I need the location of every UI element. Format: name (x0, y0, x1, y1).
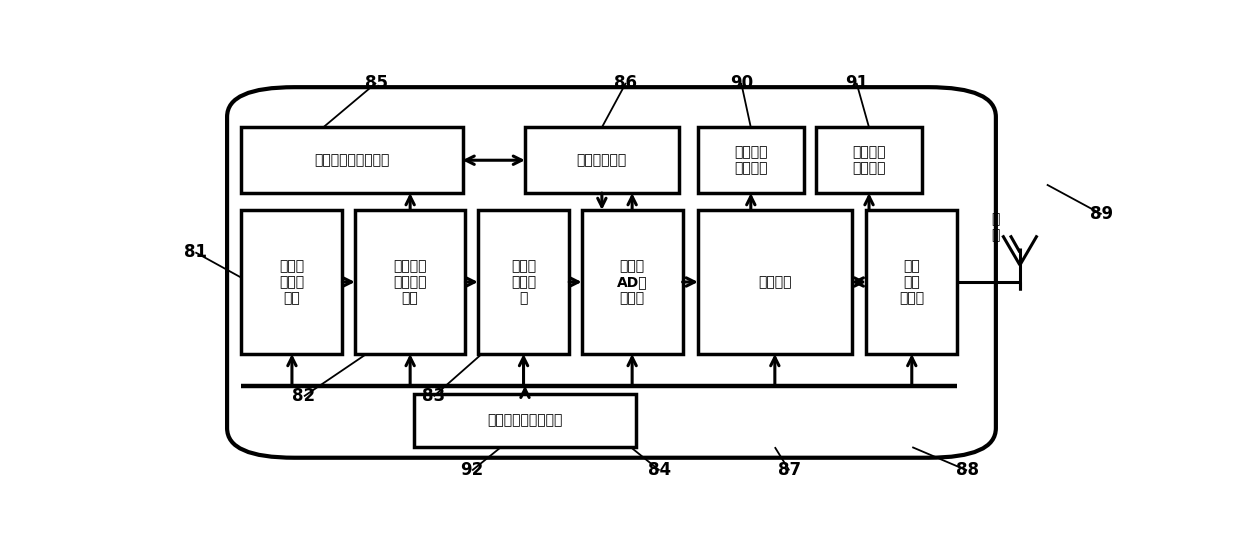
Text: 82: 82 (293, 387, 315, 405)
FancyBboxPatch shape (525, 128, 678, 193)
Text: 83: 83 (422, 387, 445, 405)
FancyBboxPatch shape (227, 87, 996, 458)
Text: 86: 86 (614, 74, 637, 92)
FancyBboxPatch shape (698, 210, 852, 354)
Text: 体内
射频
收发器: 体内 射频 收发器 (899, 259, 924, 305)
Text: 92: 92 (460, 461, 484, 480)
FancyBboxPatch shape (414, 394, 635, 447)
FancyBboxPatch shape (698, 128, 804, 193)
Text: 微控制器: 微控制器 (758, 275, 791, 289)
FancyBboxPatch shape (355, 210, 465, 354)
FancyBboxPatch shape (816, 128, 921, 193)
Text: 可编程放
大及滤波
电路: 可编程放 大及滤波 电路 (393, 259, 427, 305)
Text: 90: 90 (729, 74, 753, 92)
Text: 85: 85 (365, 74, 388, 92)
FancyBboxPatch shape (866, 210, 957, 354)
FancyBboxPatch shape (477, 210, 569, 354)
Text: 88: 88 (956, 461, 978, 480)
Text: 81: 81 (184, 243, 207, 261)
Text: 89: 89 (1090, 205, 1114, 223)
FancyBboxPatch shape (242, 128, 463, 193)
Text: 激磁时间
调节电路: 激磁时间 调节电路 (734, 145, 768, 175)
Text: 87: 87 (777, 461, 801, 480)
Text: 天
线: 天 线 (992, 212, 1001, 242)
Text: 电池及电源管理电路: 电池及电源管理电路 (487, 414, 563, 428)
Text: 姿态角检测体内电路: 姿态角检测体内电路 (314, 153, 389, 167)
Text: 采样及
AD转
换电路: 采样及 AD转 换电路 (616, 259, 647, 305)
FancyBboxPatch shape (582, 210, 682, 354)
Text: 84: 84 (649, 461, 671, 480)
Text: 激磁强度
调节电路: 激磁强度 调节电路 (852, 145, 885, 175)
FancyBboxPatch shape (242, 210, 342, 354)
Text: 均方根
拾取电
路: 均方根 拾取电 路 (511, 259, 536, 305)
Text: 信号处理电路: 信号处理电路 (577, 153, 627, 167)
Text: 91: 91 (844, 74, 868, 92)
Text: 交变磁
信号传
感器: 交变磁 信号传 感器 (279, 259, 305, 305)
